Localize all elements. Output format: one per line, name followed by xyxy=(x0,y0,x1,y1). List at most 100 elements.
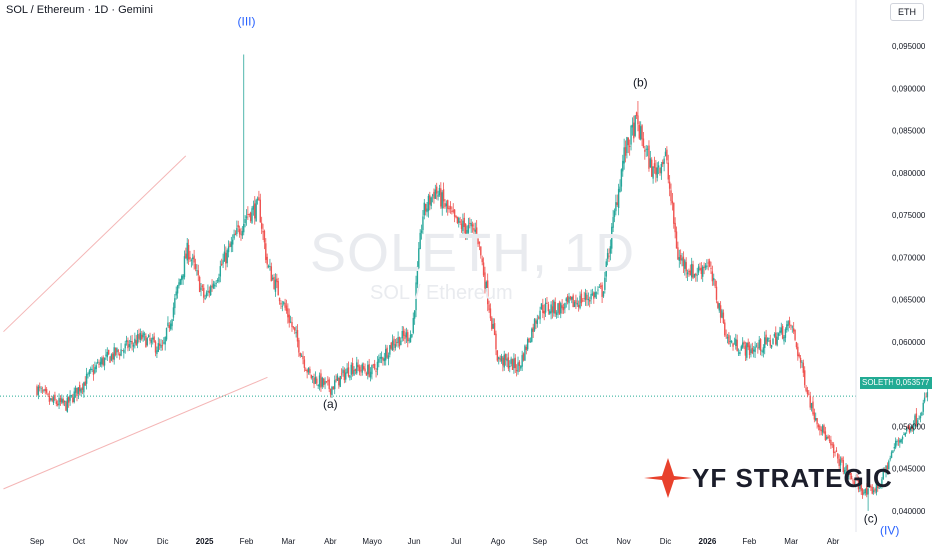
candle-body xyxy=(843,469,846,474)
candle-body xyxy=(368,364,370,377)
candle-body xyxy=(383,358,386,362)
candle-body xyxy=(295,331,297,334)
candle-body xyxy=(747,342,749,348)
candle-body xyxy=(889,458,891,460)
candle-body xyxy=(729,340,731,342)
candle-body xyxy=(597,289,599,291)
candle-body xyxy=(573,302,576,307)
candle-body xyxy=(560,303,562,314)
candle-body xyxy=(390,342,392,349)
candle-body xyxy=(660,164,663,174)
candle-body xyxy=(101,358,103,365)
candle-body xyxy=(812,401,814,415)
candle-body xyxy=(686,272,689,275)
candle-body xyxy=(135,340,137,346)
candle-body xyxy=(845,466,847,471)
candle-body xyxy=(816,418,818,425)
candle-body xyxy=(109,356,111,363)
time-axis[interactable]: Sep Oct Nov Dic 2025 Feb Mar Abr Mayo Jun Jul Ago Se… xyxy=(30,537,840,546)
candle-body xyxy=(39,386,41,388)
candle-body xyxy=(704,265,707,268)
candle-body xyxy=(285,305,288,312)
candle-body xyxy=(77,387,80,394)
candle-body xyxy=(684,260,686,269)
candle-body xyxy=(247,214,249,215)
candle-body xyxy=(66,397,69,412)
candle-body xyxy=(382,357,384,361)
candle-body xyxy=(238,229,241,235)
candle-body xyxy=(583,298,585,299)
candle-body xyxy=(433,191,435,199)
candle-body xyxy=(378,358,380,363)
time-tick-label: Ago xyxy=(491,537,506,546)
currency-button[interactable]: ETH xyxy=(890,3,924,21)
candle-body xyxy=(795,342,798,348)
candle-body xyxy=(324,381,326,385)
candle-body xyxy=(703,267,705,269)
candle-body xyxy=(464,223,467,234)
candle-body xyxy=(349,375,351,378)
candle-body xyxy=(849,471,851,476)
candle-body xyxy=(426,208,428,213)
candle-body xyxy=(269,266,271,267)
candle-body xyxy=(489,308,492,319)
candle-body xyxy=(175,291,177,296)
candle-body xyxy=(663,158,665,164)
candle-body xyxy=(72,397,74,403)
candle-body xyxy=(743,341,745,345)
candle-body xyxy=(706,265,708,267)
candle-body xyxy=(711,271,714,282)
candle-body xyxy=(623,147,625,164)
candle-body xyxy=(702,266,704,277)
candle-body xyxy=(537,317,540,319)
candle-body xyxy=(303,359,306,368)
candle-body xyxy=(750,349,752,354)
candle-body xyxy=(746,342,748,358)
candle-body xyxy=(156,350,158,355)
candle-body xyxy=(360,369,362,371)
candle-body xyxy=(456,216,459,224)
candle-body xyxy=(342,369,344,374)
candle-body xyxy=(764,337,766,349)
candle-body xyxy=(405,332,408,338)
time-tick-label: Oct xyxy=(575,537,588,546)
candle-body xyxy=(255,200,257,222)
candle-body xyxy=(668,181,671,189)
candle-body xyxy=(890,452,893,458)
candle-body xyxy=(761,350,763,352)
candle-body xyxy=(449,206,452,209)
candle-body xyxy=(438,187,441,196)
candle-body xyxy=(525,346,527,351)
candle-body xyxy=(178,282,180,286)
candle-body xyxy=(340,373,343,375)
candle-body xyxy=(900,439,902,443)
candle-body xyxy=(670,190,672,202)
candle-body xyxy=(866,487,868,495)
time-tick-label: Nov xyxy=(114,537,128,546)
candle-body xyxy=(336,375,339,381)
candle-body xyxy=(59,398,62,403)
candle-body xyxy=(404,334,406,340)
candle-body xyxy=(487,280,489,305)
time-tick-label: 2025 xyxy=(196,537,214,546)
candle-body xyxy=(852,480,854,482)
channel-line xyxy=(3,155,187,333)
candle-body xyxy=(147,335,150,338)
candle-body xyxy=(606,252,609,259)
price-tick-label: 0,095000 xyxy=(892,42,926,51)
candle-body xyxy=(375,370,377,372)
candle-body xyxy=(229,243,231,248)
candle-body xyxy=(265,243,267,260)
candle-body xyxy=(444,203,446,208)
candle-body xyxy=(631,124,634,128)
candle-body xyxy=(369,371,372,378)
candle-body xyxy=(296,330,299,342)
candle-body xyxy=(110,354,113,361)
watermark-symbol: SOLETH, 1D xyxy=(310,223,636,283)
candle-body xyxy=(688,270,690,273)
candle-body xyxy=(181,275,183,281)
candle-body xyxy=(300,355,303,357)
time-tick-label: Mar xyxy=(282,537,296,546)
candle-body xyxy=(893,446,895,449)
